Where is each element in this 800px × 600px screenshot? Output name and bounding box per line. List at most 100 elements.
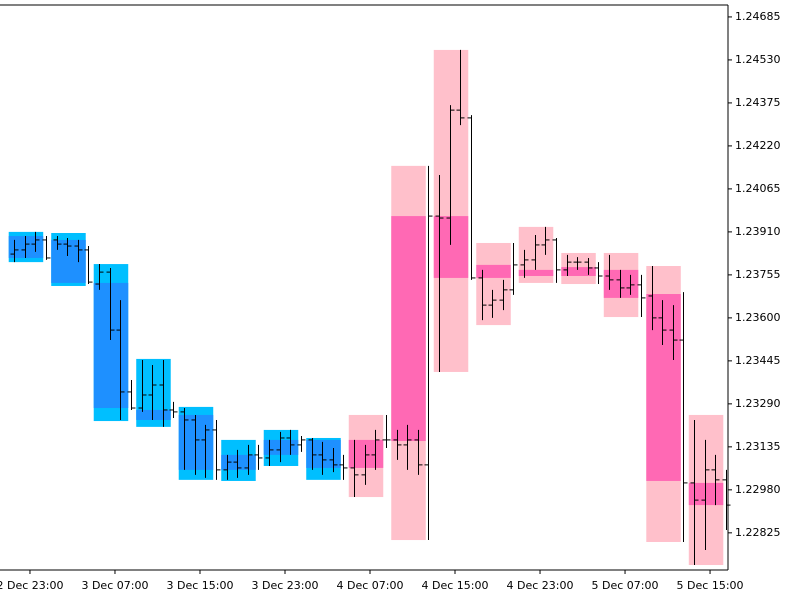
x-tick-label: 3 Dec 07:00 bbox=[81, 579, 148, 592]
box-body bbox=[433, 216, 469, 278]
hour-bar bbox=[531, 234, 540, 270]
hour-bar bbox=[722, 469, 731, 531]
y-tick-label: 1.24065 bbox=[735, 182, 781, 195]
y-tick-label: 1.22825 bbox=[735, 526, 781, 539]
hour-bar bbox=[456, 49, 465, 126]
hour-bar bbox=[138, 360, 147, 412]
hour-bar bbox=[74, 239, 83, 263]
x-tick-label: 3 Dec 15:00 bbox=[166, 579, 233, 592]
hour-bar bbox=[478, 269, 487, 321]
hour-bar bbox=[520, 249, 529, 278]
hour-bar bbox=[350, 439, 359, 498]
hour-bar bbox=[669, 305, 678, 361]
hour-bar bbox=[169, 401, 178, 419]
hour-bar bbox=[244, 444, 253, 475]
hour-bar bbox=[286, 429, 295, 455]
hour-bar bbox=[541, 226, 550, 255]
hour-bar bbox=[711, 454, 720, 506]
hour-bar bbox=[339, 454, 348, 480]
hour-bar bbox=[308, 437, 317, 470]
hour-bar bbox=[201, 424, 210, 478]
hour-bar bbox=[10, 239, 19, 263]
y-tick-label: 1.23755 bbox=[735, 268, 781, 281]
hour-bar bbox=[690, 419, 699, 566]
hour-bar bbox=[254, 444, 263, 470]
hour-bar bbox=[127, 380, 136, 410]
hour-bar bbox=[116, 300, 125, 420]
hour-bar bbox=[658, 300, 667, 346]
box bbox=[433, 49, 469, 372]
hour-bar bbox=[84, 246, 93, 285]
hour-bar bbox=[361, 444, 370, 485]
box bbox=[348, 414, 384, 498]
hour-bar bbox=[605, 254, 614, 290]
hour-bar bbox=[626, 274, 635, 295]
box-body bbox=[136, 409, 171, 420]
box-body bbox=[518, 269, 554, 276]
box bbox=[476, 242, 511, 326]
y-tick-label: 1.23135 bbox=[735, 440, 781, 453]
box bbox=[51, 232, 86, 286]
box-range bbox=[476, 242, 511, 326]
hour-bar bbox=[679, 292, 688, 542]
box-body bbox=[306, 439, 341, 468]
y-tick-label: 1.24685 bbox=[735, 10, 781, 23]
hour-bar bbox=[403, 424, 412, 470]
hour-bar bbox=[371, 429, 380, 470]
hour-bar bbox=[95, 264, 104, 290]
hour-bar bbox=[31, 231, 40, 252]
hour-bar bbox=[53, 236, 62, 250]
box-body bbox=[221, 454, 256, 470]
box-body bbox=[561, 267, 596, 276]
hour-bar bbox=[552, 237, 561, 283]
box-body bbox=[603, 269, 639, 298]
hour-bar bbox=[148, 365, 157, 420]
hour-bar bbox=[106, 267, 115, 341]
plot-area bbox=[8, 49, 731, 566]
box bbox=[688, 414, 724, 566]
x-tick-label: 4 Dec 15:00 bbox=[422, 579, 489, 592]
hour-bar bbox=[424, 165, 433, 541]
hour-bar bbox=[584, 257, 593, 275]
y-tick-label: 1.23600 bbox=[735, 311, 781, 324]
hour-bar bbox=[594, 262, 603, 285]
box-body bbox=[51, 239, 86, 283]
box bbox=[391, 165, 426, 541]
y-tick-label: 1.24530 bbox=[735, 53, 781, 66]
box-body bbox=[646, 294, 681, 481]
hour-bar bbox=[382, 414, 391, 448]
hour-bar bbox=[509, 242, 518, 295]
hour-bar bbox=[223, 454, 232, 480]
x-tick-label: 3 Dec 23:00 bbox=[252, 579, 319, 592]
y-tick-label: 1.24375 bbox=[735, 96, 781, 109]
y-tick-label: 1.24220 bbox=[735, 139, 781, 152]
box-body bbox=[391, 216, 426, 442]
hour-bar bbox=[563, 254, 572, 276]
hour-bar bbox=[212, 419, 221, 480]
hour-bar bbox=[616, 269, 625, 298]
hour-bar bbox=[180, 408, 189, 470]
box-range bbox=[433, 49, 469, 372]
box bbox=[561, 252, 596, 285]
x-tick-label: 4 Dec 23:00 bbox=[507, 579, 574, 592]
box bbox=[136, 358, 171, 427]
box-body bbox=[688, 482, 724, 506]
hour-bar bbox=[467, 115, 476, 280]
box bbox=[518, 226, 554, 283]
hour-bar bbox=[414, 429, 423, 475]
hour-bar bbox=[297, 436, 306, 452]
hour-bar bbox=[488, 289, 497, 318]
hour-bar bbox=[701, 439, 710, 551]
hour-bar bbox=[637, 274, 646, 318]
x-tick-label: 2 Dec 23:00 bbox=[0, 579, 63, 592]
hour-bar bbox=[265, 439, 274, 466]
hour-bar bbox=[63, 237, 72, 257]
y-tick-label: 1.23290 bbox=[735, 397, 781, 410]
hour-bar bbox=[191, 414, 200, 475]
hour-bar bbox=[42, 236, 51, 260]
hour-bar bbox=[318, 441, 327, 475]
hour-bar bbox=[499, 279, 508, 311]
x-tick-label: 5 Dec 15:00 bbox=[677, 579, 744, 592]
hour-bar bbox=[329, 447, 338, 473]
